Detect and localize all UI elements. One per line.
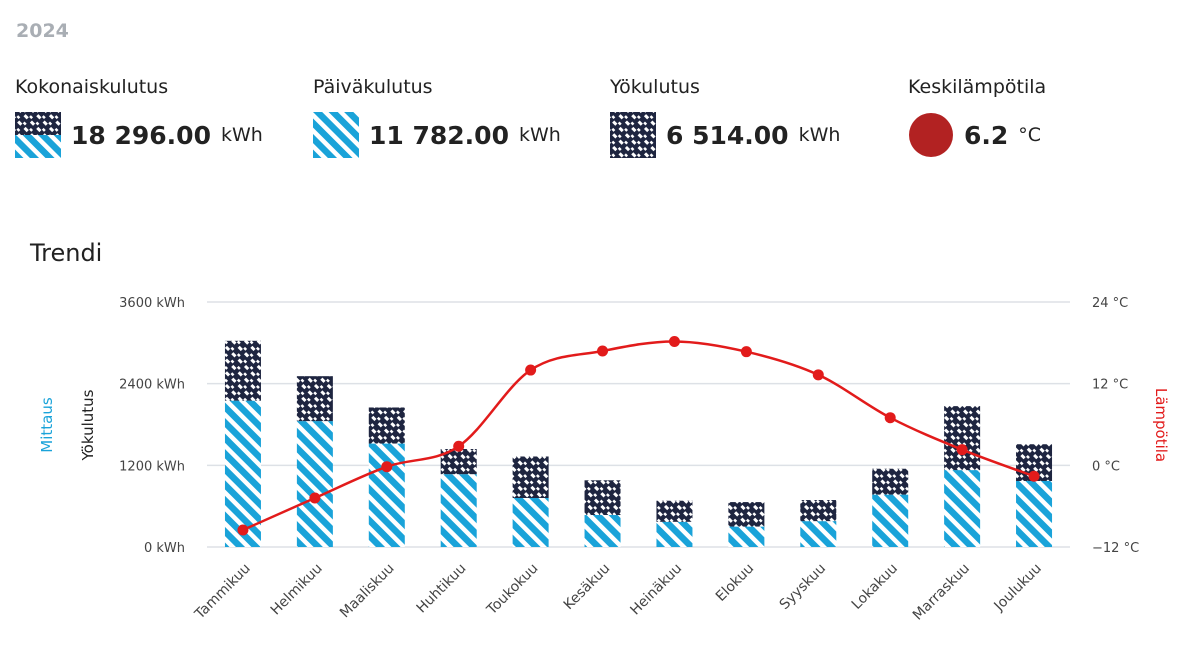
temperature-point-8 bbox=[812, 369, 824, 381]
chart-title: Trendi bbox=[29, 239, 102, 267]
bar-day-1 bbox=[296, 421, 333, 547]
temperature-point-10 bbox=[956, 444, 968, 456]
bar-night-6 bbox=[656, 500, 693, 522]
category-label: Tammikuu bbox=[191, 561, 254, 624]
temperature-line bbox=[242, 340, 1035, 532]
bar-night-0 bbox=[224, 340, 261, 401]
temperature-point-5 bbox=[597, 345, 609, 357]
day-pattern-icon bbox=[313, 112, 359, 158]
left-tick-label: 3600 kWh bbox=[119, 296, 185, 311]
stat-temp-value: 6.2 bbox=[964, 120, 1009, 150]
left-axis-title-inner: Yökulutus bbox=[79, 389, 97, 461]
right-tick-label: −12 °C bbox=[1092, 541, 1139, 556]
bar-day-4 bbox=[512, 498, 549, 547]
temperature-point-6 bbox=[668, 335, 680, 347]
category-label: Elokuu bbox=[713, 561, 757, 605]
stat-day-label: Päiväkulutus bbox=[313, 76, 433, 98]
category-label: Syyskuu bbox=[777, 561, 829, 613]
temperature-point-0 bbox=[237, 524, 249, 536]
bar-day-3 bbox=[440, 474, 477, 547]
right-tick-label: 12 °C bbox=[1092, 378, 1128, 393]
night-pattern-icon bbox=[610, 112, 656, 158]
temperature-point-11 bbox=[1028, 470, 1040, 482]
bar-day-10 bbox=[944, 470, 981, 547]
bar-night-1 bbox=[296, 376, 333, 422]
bar-day-7 bbox=[728, 526, 765, 547]
stat-day-unit: kWh bbox=[518, 124, 561, 146]
stat-night-value: 6 514.00 bbox=[666, 120, 789, 150]
temperature-point-3 bbox=[453, 440, 465, 452]
temperature-point-1 bbox=[309, 492, 321, 504]
bar-night-4 bbox=[512, 456, 549, 498]
category-label: Maaliskuu bbox=[337, 561, 398, 622]
bar-day-5 bbox=[584, 515, 621, 547]
stat-night-label: Yökulutus bbox=[610, 76, 700, 98]
right-tick-label: 24 °C bbox=[1092, 296, 1128, 311]
temperature-dot-icon bbox=[909, 113, 953, 157]
temperature-point-9 bbox=[884, 412, 896, 424]
total-pattern-icon bbox=[15, 112, 61, 158]
stat-temp-unit: °C bbox=[1018, 124, 1042, 146]
year-label: 2024 bbox=[16, 20, 69, 42]
stat-total-value: 18 296.00 bbox=[71, 120, 211, 150]
category-label: Helmikuu bbox=[268, 561, 326, 619]
right-tick-label: 0 °C bbox=[1092, 459, 1120, 474]
bar-day-9 bbox=[872, 494, 909, 547]
bar-night-9 bbox=[872, 468, 909, 495]
bar-night-5 bbox=[584, 480, 621, 516]
bar-day-6 bbox=[656, 521, 693, 547]
category-label: Kesäkuu bbox=[561, 561, 614, 614]
stat-night: Yökulutus 6 514.00 kWh bbox=[610, 76, 840, 158]
category-label: Joulukuu bbox=[991, 561, 1045, 615]
bar-day-11 bbox=[1016, 480, 1053, 547]
bar-night-10 bbox=[944, 406, 981, 471]
left-tick-label: 2400 kWh bbox=[119, 378, 185, 393]
bar-day-0 bbox=[224, 400, 261, 547]
temperature-point-4 bbox=[525, 364, 537, 376]
stat-total-label: Kokonaiskulutus bbox=[15, 76, 169, 98]
bar-day-8 bbox=[800, 521, 837, 547]
temperature-point-7 bbox=[740, 346, 752, 358]
bar-day-2 bbox=[368, 443, 405, 547]
stat-temp: Keskilämpötila 6.2 °C bbox=[908, 76, 1046, 158]
bar-night-2 bbox=[368, 407, 405, 444]
stat-day: Päiväkulutus 11 782.00 kWh bbox=[313, 76, 561, 158]
stat-night-unit: kWh bbox=[798, 124, 841, 146]
temperature-point-2 bbox=[381, 461, 393, 473]
bar-night-8 bbox=[800, 500, 837, 522]
stat-total-unit: kWh bbox=[220, 124, 263, 146]
left-tick-label: 0 kWh bbox=[144, 541, 185, 556]
left-tick-label: 1200 kWh bbox=[119, 459, 185, 474]
stat-temp-label: Keskilämpötila bbox=[908, 76, 1047, 98]
category-label: Heinäkuu bbox=[627, 561, 685, 619]
bar-night-7 bbox=[728, 502, 765, 527]
category-label: Toukokuu bbox=[483, 561, 541, 619]
right-axis-title: Lämpötila bbox=[1152, 388, 1170, 462]
category-label: Lokakuu bbox=[849, 561, 901, 613]
category-label: Huhtikuu bbox=[414, 561, 470, 617]
category-label: Marraskuu bbox=[910, 561, 973, 624]
stat-total: Kokonaiskulutus 18 296.00 kWh bbox=[15, 76, 263, 158]
stat-day-value: 11 782.00 bbox=[369, 120, 509, 150]
left-axis-title-outer: Mittaus bbox=[38, 397, 56, 453]
